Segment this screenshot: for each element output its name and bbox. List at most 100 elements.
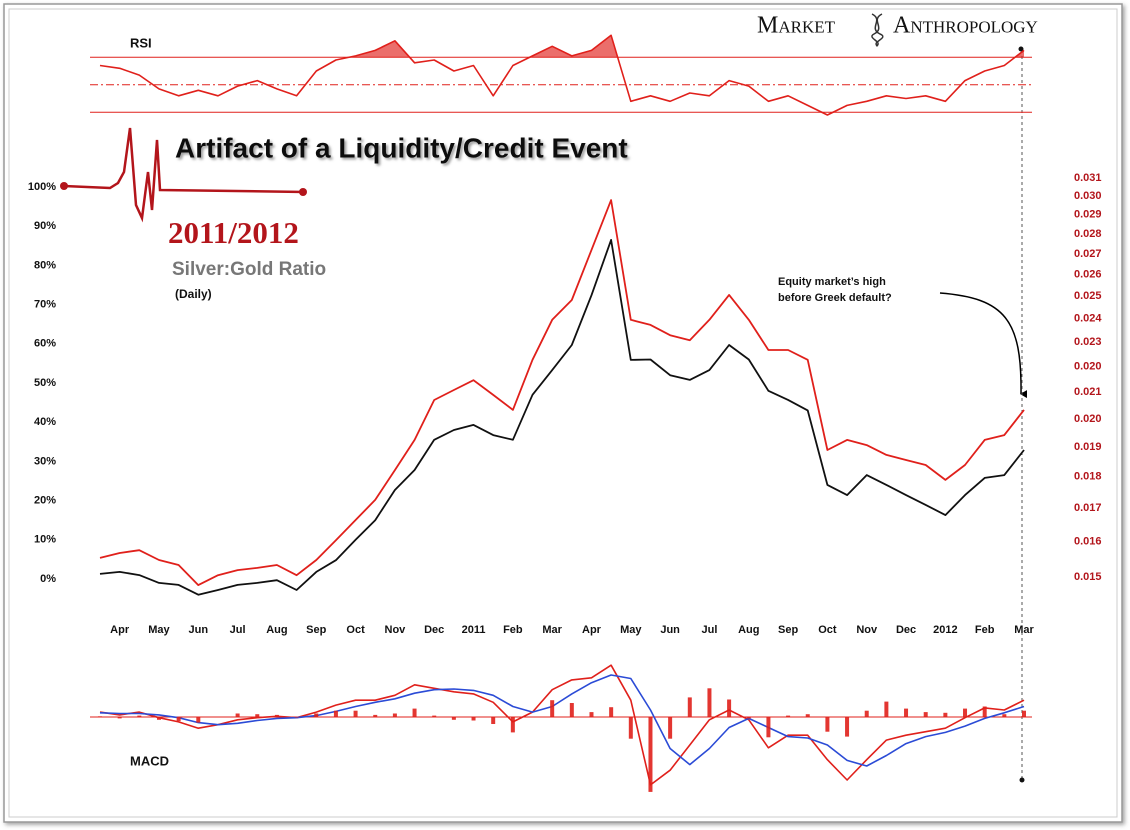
y2-tick-label: 0.021	[1074, 386, 1102, 398]
marker-dot	[1018, 46, 1024, 52]
series-line	[99, 664, 1025, 786]
y2-tick-label: 0.028	[1074, 228, 1102, 240]
macd-bar	[255, 714, 260, 717]
pulse-logo	[60, 127, 307, 223]
x-tick-label: Nov	[856, 624, 878, 636]
y2-tick-label: 0.017	[1074, 502, 1102, 514]
macd-bar	[864, 710, 869, 717]
macd-bar	[845, 717, 850, 737]
annotation: before Greek default?	[778, 292, 892, 304]
y-tick-label: 10%	[34, 534, 56, 546]
y-tick-label: 30%	[34, 455, 56, 467]
y2-tick-label: 0.030	[1074, 190, 1102, 202]
macd-bar	[786, 715, 791, 717]
x-tick-label: Aug	[266, 624, 287, 636]
macd-bar	[766, 717, 771, 738]
x-tick-label: Jul	[701, 624, 717, 636]
macd-bar	[982, 706, 987, 717]
series-line	[99, 34, 1025, 116]
macd-bar	[668, 717, 673, 739]
brand-icon	[871, 13, 884, 47]
macd-bar	[451, 717, 456, 720]
macd-bar	[628, 717, 633, 739]
y-tick-label: 50%	[34, 377, 56, 389]
x-tick-label: Dec	[896, 624, 916, 636]
macd-bar	[648, 717, 653, 792]
y-tick-label: 20%	[34, 495, 56, 507]
macd-bar	[963, 708, 968, 717]
macd-bar	[923, 712, 928, 717]
macd-bar	[707, 688, 712, 717]
macd-bar	[943, 712, 948, 717]
brand-left: Market	[757, 13, 836, 39]
x-tick-label: Oct	[818, 624, 837, 636]
subtitle: 2011/2012	[168, 215, 299, 250]
x-tick-label: Apr	[582, 624, 602, 636]
macd-bar	[746, 717, 751, 719]
x-tick-label: May	[148, 624, 170, 636]
x-tick-label: Mar	[542, 624, 562, 636]
y2-tick-label: 0.023	[1074, 336, 1102, 348]
y2-tick-label: 0.029	[1074, 209, 1102, 221]
x-tick-label: Dec	[424, 624, 444, 636]
macd-bar	[1022, 710, 1026, 717]
macd-bar	[353, 710, 358, 717]
y2-tick-label: 0.027	[1074, 248, 1102, 260]
macd-bar	[117, 717, 122, 719]
x-tick-label: Jun	[189, 624, 209, 636]
macd-bar	[196, 717, 201, 723]
macd-bar	[235, 713, 240, 717]
y2-tick-label: 0.026	[1074, 269, 1102, 281]
macd-bar	[904, 708, 909, 717]
macd-bar	[137, 715, 142, 717]
y2-tick-label: 0.020	[1074, 413, 1102, 425]
macd-bar	[510, 717, 515, 733]
y-tick-label: 70%	[34, 299, 56, 311]
macd-bar	[412, 708, 417, 717]
macd-bar	[98, 716, 102, 717]
y2-tick-label: 0.019	[1074, 441, 1102, 453]
x-tick-label: Jun	[660, 624, 680, 636]
series-line	[99, 239, 1025, 596]
rsi-title: RSI	[130, 35, 152, 50]
chart-title: Artifact of a Liquidity/Credit Event	[175, 132, 628, 163]
macd-bar	[805, 714, 810, 717]
series-line	[99, 674, 1025, 767]
x-tick-label: Jul	[230, 624, 246, 636]
x-tick-label: Sep	[778, 624, 798, 636]
macd-bar	[432, 715, 437, 717]
y-tick-label: 0%	[40, 573, 56, 585]
frequency: (Daily)	[175, 287, 212, 301]
macd-bar	[589, 712, 594, 717]
macd-bar	[884, 701, 889, 717]
annotation: Equity market’s high	[778, 276, 886, 288]
x-tick-label: Oct	[346, 624, 365, 636]
x-tick-label: May	[620, 624, 642, 636]
x-tick-label: 2012	[933, 624, 957, 636]
x-tick-label: Feb	[503, 624, 523, 636]
y2-tick-label: 0.016	[1074, 535, 1102, 547]
y2-tick-label: 0.024	[1074, 313, 1102, 325]
macd-bar	[314, 713, 319, 717]
y-tick-label: 90%	[34, 220, 56, 232]
macd-bar	[1002, 714, 1007, 717]
x-tick-label: Mar	[1014, 624, 1034, 636]
macd-bar	[176, 717, 181, 722]
x-tick-label: Aug	[738, 624, 759, 636]
macd-bar	[215, 717, 220, 718]
description: Silver:Gold Ratio	[172, 259, 326, 280]
y-tick-label: 40%	[34, 416, 56, 428]
macd-title: MACD	[130, 753, 169, 768]
macd-bar	[687, 697, 692, 717]
macd-bar	[471, 717, 476, 721]
y2-tick-label: 0.025	[1074, 290, 1102, 302]
frame	[3, 3, 1123, 823]
macd-bar	[392, 713, 397, 717]
macd-bar	[156, 717, 161, 720]
macd-bar	[373, 714, 378, 717]
macd-bar	[333, 710, 338, 717]
y-tick-label: 100%	[28, 181, 56, 193]
macd-bar	[569, 703, 574, 717]
